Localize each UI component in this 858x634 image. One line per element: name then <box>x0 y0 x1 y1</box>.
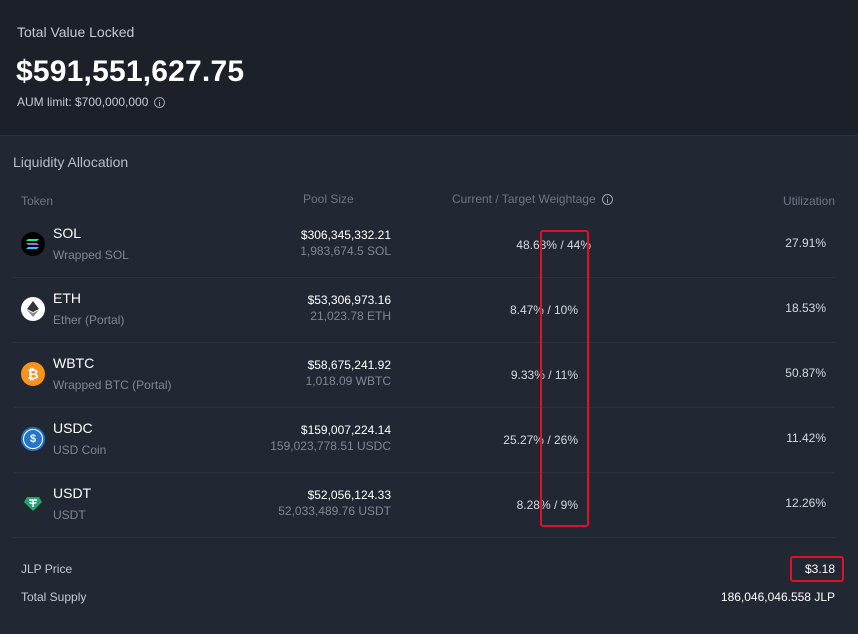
pool-size-usd: $52,056,124.33 <box>307 488 391 502</box>
pool-size-usd: $53,306,973.16 <box>307 293 391 307</box>
jlp-price-label: JLP Price <box>21 562 73 576</box>
liquidity-allocation-card: Liquidity Allocation Token Pool Size Cur… <box>0 136 858 634</box>
pool-size-usd: $306,345,332.21 <box>300 228 391 242</box>
table-row[interactable]: ETH Ether (Portal) $53,306,973.16 21,023… <box>13 277 835 343</box>
utilization-value: 27.91% <box>785 236 826 250</box>
token-name: USD Coin <box>53 443 107 457</box>
utilization-value: 50.87% <box>785 366 826 380</box>
weightage-value: 8.28% / 9% <box>516 498 578 512</box>
price-highlight-box <box>790 556 844 582</box>
tvl-card: Total Value Locked $591,551,627.75 AUM l… <box>0 0 858 136</box>
weightage-value: 9.33% / 11% <box>510 368 578 382</box>
header-pool-size: Pool Size <box>303 192 354 206</box>
token-symbol: WBTC <box>53 355 95 371</box>
tvl-label: Total Value Locked <box>17 24 135 40</box>
token-name: Wrapped SOL <box>53 248 129 262</box>
tvl-value: $591,551,627.75 <box>16 55 245 88</box>
usdc-icon: $ <box>21 427 45 451</box>
weightage-value: 48.68% / 44% <box>516 238 591 252</box>
token-name: Wrapped BTC (Portal) <box>53 378 172 392</box>
weightage-value: 8.47% / 10% <box>509 303 578 317</box>
table-row[interactable]: USDT USDT $52,056,124.33 52,033,489.76 U… <box>13 472 835 538</box>
pool-size-amount: 159,023,778.51 USDC <box>270 439 391 453</box>
total-supply-label: Total Supply <box>21 590 87 604</box>
header-weightage-label: Current / Target Weightage <box>452 192 596 206</box>
token-symbol: USDC <box>53 420 93 436</box>
pool-size-usd: $159,007,224.14 <box>300 423 391 437</box>
utilization-value: 18.53% <box>785 301 826 315</box>
header-token: Token <box>21 194 54 208</box>
token-name: USDT <box>53 508 86 522</box>
total-supply-value: 186,046,046.558 JLP <box>720 590 835 604</box>
pool-size-amount: 1,018.09 WBTC <box>305 374 391 388</box>
weightage-highlight-box <box>540 230 589 527</box>
pool-size-amount: 21,023.78 ETH <box>310 309 391 323</box>
token-symbol: USDT <box>53 485 92 501</box>
header-utilization: Utilization <box>782 194 835 208</box>
token-symbol: ETH <box>53 290 81 306</box>
token-name: Ether (Portal) <box>53 313 125 327</box>
aum-limit-text: AUM limit: $700,000,000 <box>17 95 149 109</box>
utilization-value: 11.42% <box>786 431 826 445</box>
table-row[interactable]: ₿ WBTC Wrapped BTC (Portal) $58,675,241.… <box>13 342 835 408</box>
table-row[interactable]: SOL Wrapped SOL $306,345,332.21 1,983,67… <box>13 212 835 278</box>
pool-size-usd: $58,675,241.92 <box>307 358 391 372</box>
section-title: Liquidity Allocation <box>13 154 129 170</box>
utilization-value: 12.26% <box>785 496 826 510</box>
aum-limit-row: AUM limit: $700,000,000 <box>17 95 166 109</box>
sol-icon <box>21 232 45 256</box>
info-icon[interactable] <box>601 193 613 205</box>
eth-icon <box>21 297 45 321</box>
table-row[interactable]: $ USDC USD Coin $159,007,224.14 159,023,… <box>13 407 835 473</box>
usdt-icon <box>21 492 45 516</box>
token-symbol: SOL <box>53 225 82 241</box>
jlp-price-value: $3.18 <box>804 562 835 576</box>
header-weightage: Current / Target Weightage <box>452 192 613 206</box>
pool-size-amount: 52,033,489.76 USDT <box>278 504 391 518</box>
info-icon[interactable] <box>154 96 166 108</box>
pool-size-amount: 1,983,674.5 SOL <box>300 244 391 258</box>
btc-icon: ₿ <box>21 362 45 386</box>
